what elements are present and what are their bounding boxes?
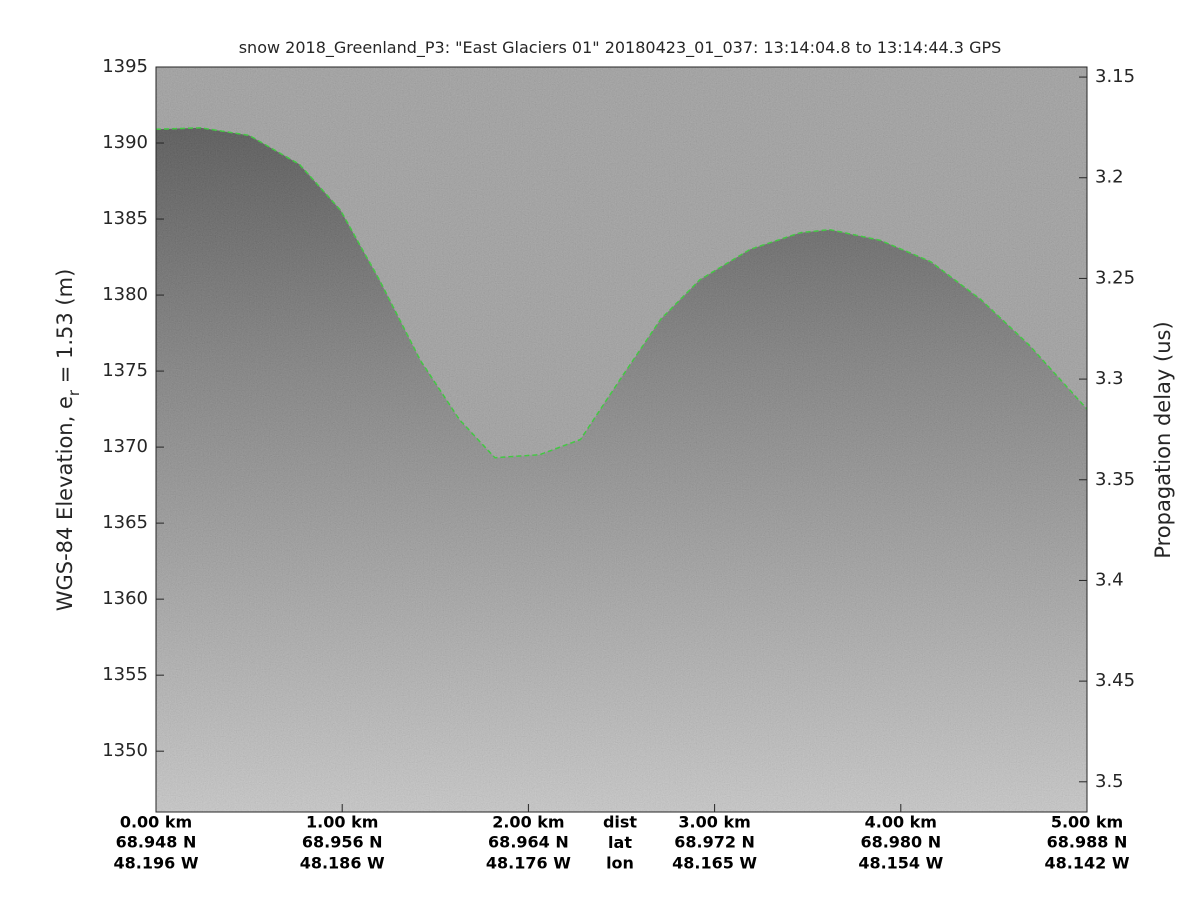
lat-label: 68.972 N	[674, 833, 755, 852]
lat-label: 68.956 N	[302, 833, 383, 852]
y2-tick-label: 3.3	[1095, 368, 1124, 389]
x-tick-label: 1.00 km	[306, 813, 378, 832]
y2-tick-label: 3.4	[1095, 569, 1124, 590]
lon-label: 48.196 W	[114, 854, 199, 873]
y-tick-label: 1365	[102, 512, 148, 533]
y-tick-label: 1375	[102, 360, 148, 381]
y-tick-label: 1360	[102, 588, 148, 609]
y-tick-label: 1370	[102, 436, 148, 457]
y-tick-label: 1390	[102, 132, 148, 153]
y2-tick-label: 3.5	[1095, 771, 1124, 792]
y2-tick-label: 3.45	[1095, 670, 1135, 691]
lon-label: 48.165 W	[672, 854, 757, 873]
y2-tick-label: 3.35	[1095, 469, 1135, 490]
x-tick-label: 0.00 km	[120, 813, 192, 832]
x-tick-label: 3.00 km	[678, 813, 750, 832]
y2-tick-label: 3.15	[1095, 66, 1135, 87]
speckle	[156, 67, 1087, 812]
y-axis-label: WGS-84 Elevation, er = 1.53 (m)	[53, 269, 83, 612]
lat-label: 68.980 N	[860, 833, 941, 852]
x-row-label: lon	[606, 854, 634, 873]
chart-title: snow 2018_Greenland_P3: "East Glaciers 0…	[239, 38, 1002, 58]
plot-frame	[155, 66, 1088, 813]
x-tick-label: 4.00 km	[865, 813, 937, 832]
y-label-sub: r	[65, 389, 83, 396]
y-label-text: = 1.53 (m)	[53, 269, 77, 390]
lat-label: 68.948 N	[116, 833, 197, 852]
x-tick-label: 5.00 km	[1051, 813, 1123, 832]
lon-label: 48.186 W	[300, 854, 385, 873]
lon-label: 48.176 W	[486, 854, 571, 873]
lon-label: 48.154 W	[858, 854, 943, 873]
lon-label: 48.142 W	[1045, 854, 1130, 873]
y2-tick-label: 3.25	[1095, 267, 1135, 288]
x-tick-label: 2.00 km	[492, 813, 564, 832]
y-tick-label: 1355	[102, 664, 148, 685]
x-row-label: lat	[608, 833, 632, 852]
y-tick-label: 1350	[102, 740, 148, 761]
lat-label: 68.964 N	[488, 833, 569, 852]
y-tick-label: 1380	[102, 284, 148, 305]
lat-label: 68.988 N	[1047, 833, 1128, 852]
y-tick-label: 1385	[102, 208, 148, 229]
y2-axis-label: Propagation delay (us)	[1151, 321, 1175, 558]
y-tick-label: 1395	[102, 56, 148, 77]
y-label-text: WGS-84 Elevation, e	[53, 396, 77, 611]
x-row-label: dist	[603, 813, 637, 832]
y2-tick-label: 3.2	[1095, 167, 1124, 188]
